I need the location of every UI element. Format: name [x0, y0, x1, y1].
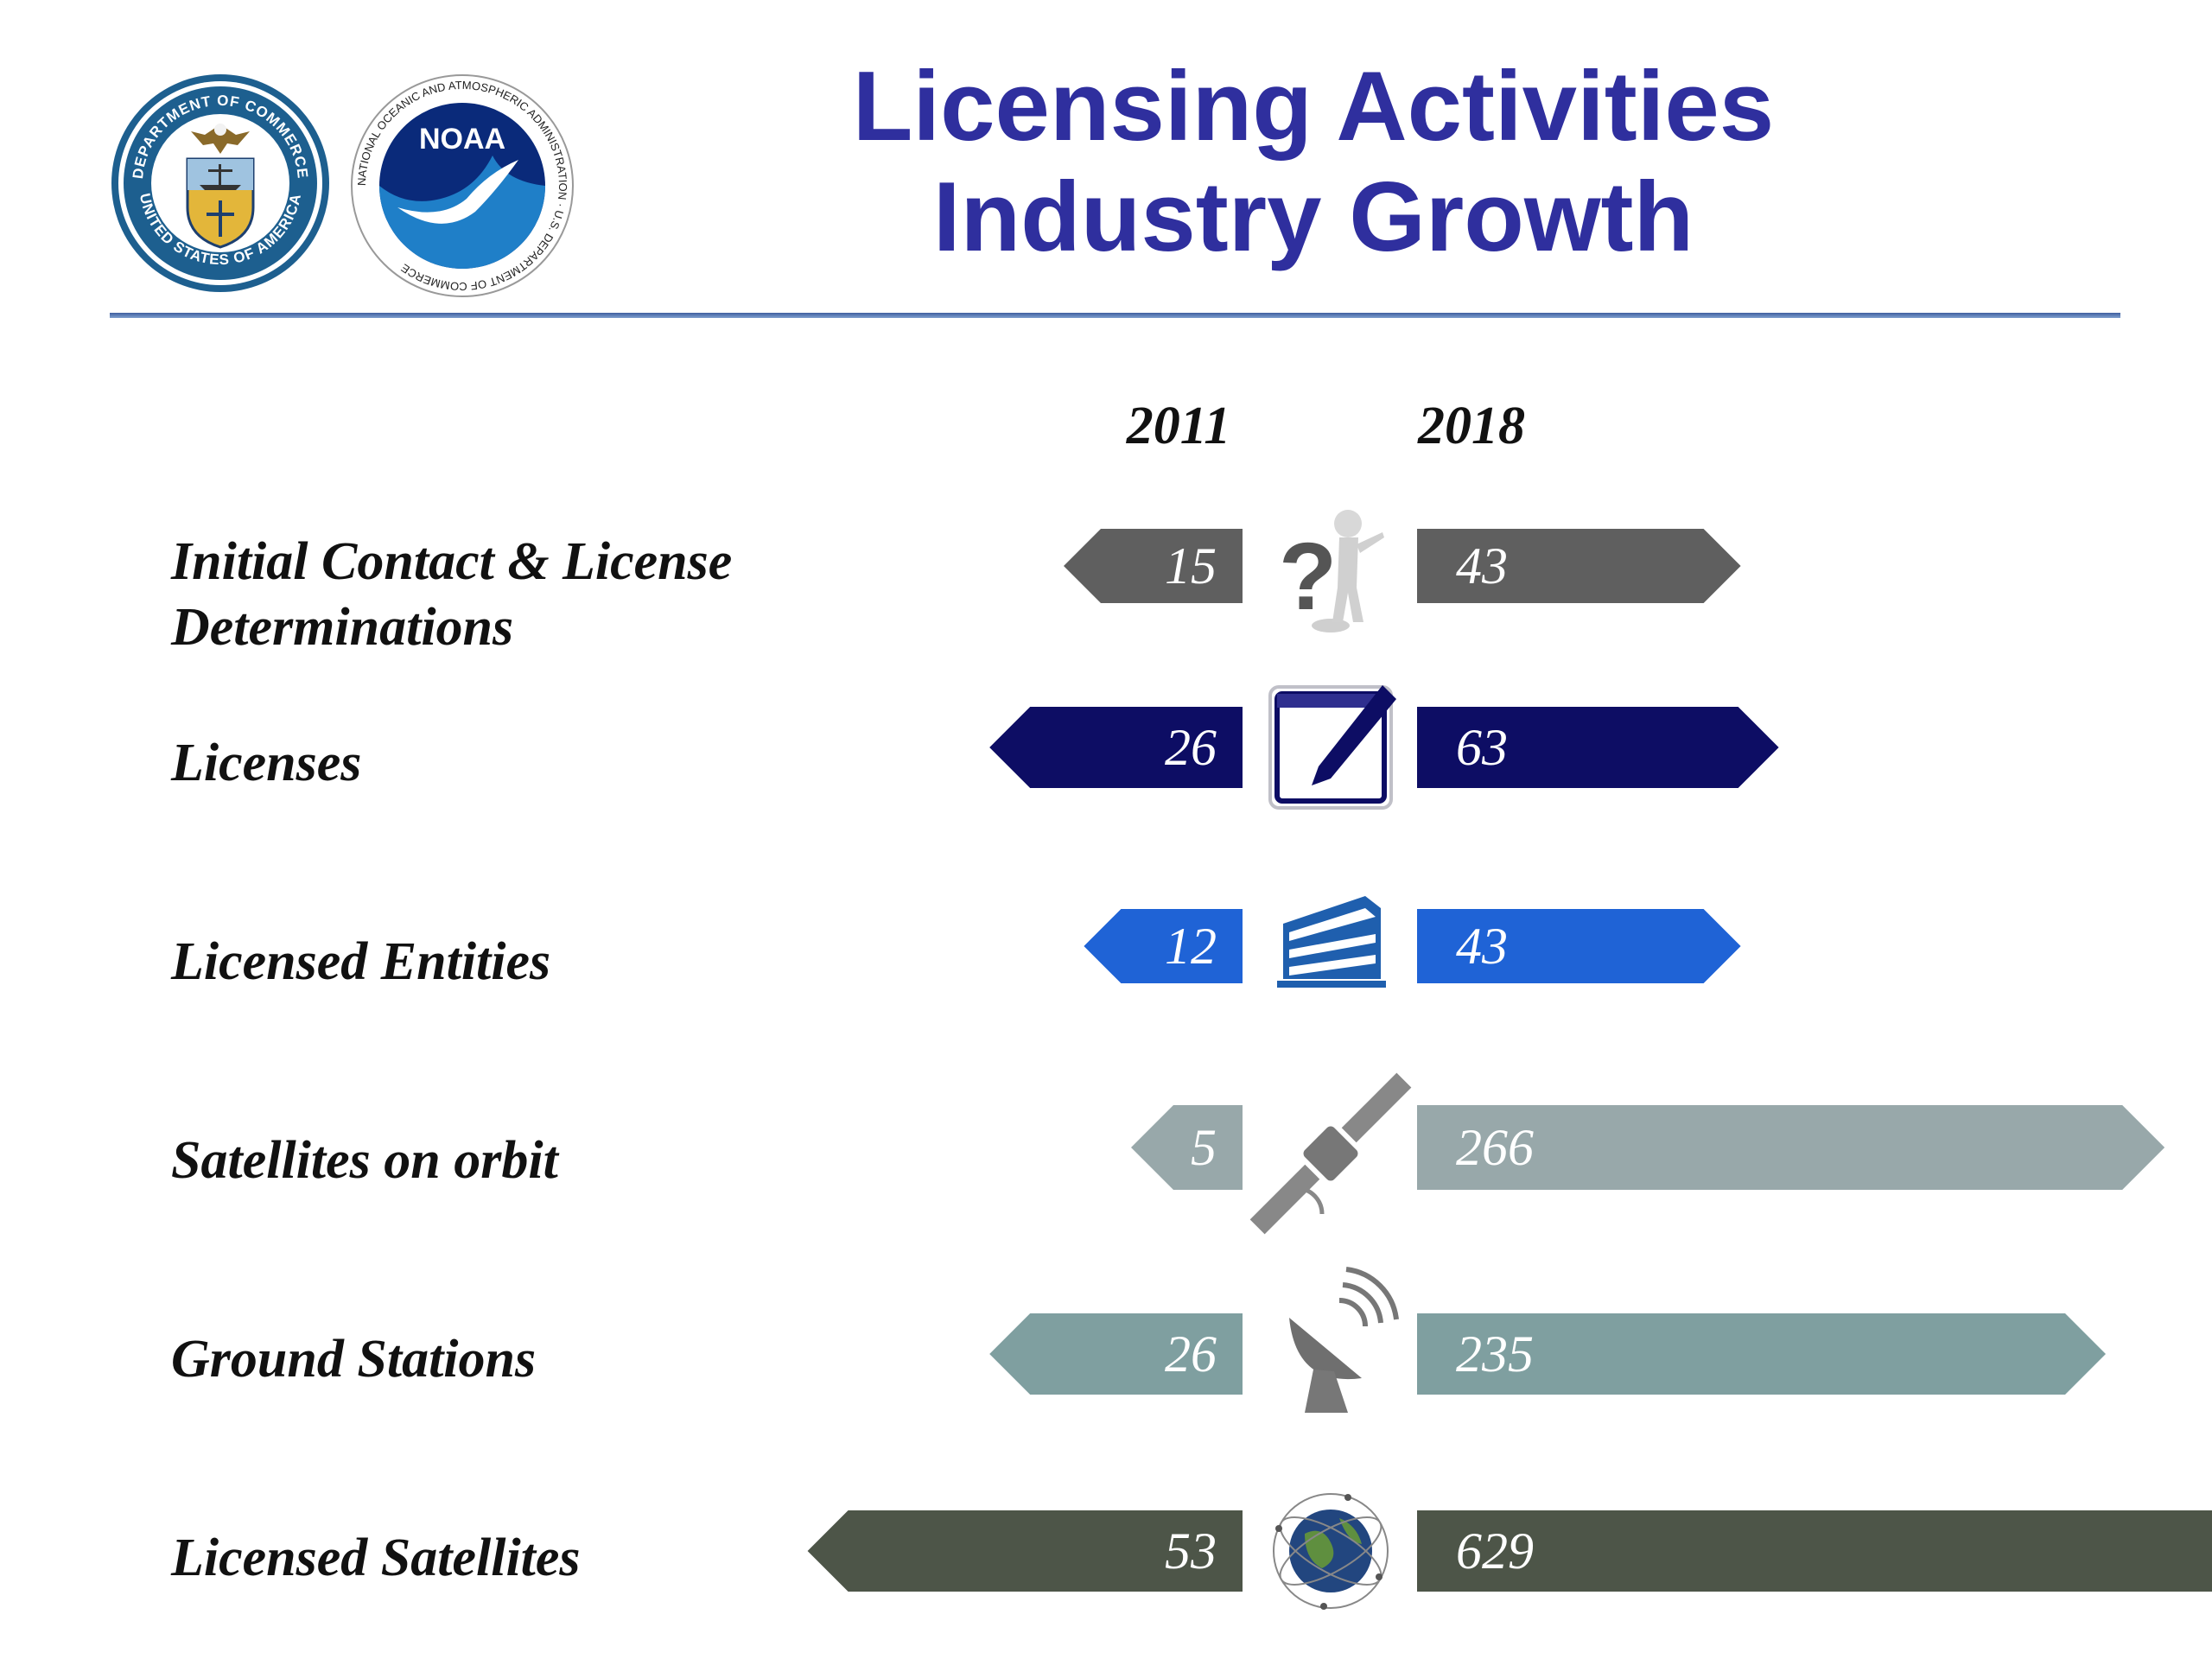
value-2018-4: 235	[1456, 1325, 1534, 1382]
row-label-licensed-entities: Licensed Entities	[171, 932, 551, 991]
bar-2011-2	[1084, 909, 1243, 983]
value-2018-0: 43	[1456, 537, 1508, 594]
commerce-seal-logo: DEPARTMENT OF COMMERCE UNITED STATES OF …	[111, 74, 329, 292]
row-label-licenses: Licenses	[171, 734, 362, 792]
legend-2018: 2018	[1418, 397, 1525, 455]
bar-2011-3	[1131, 1105, 1243, 1190]
row-label-ground-stations: Ground Stations	[171, 1330, 537, 1389]
value-2011-4: 26	[1165, 1325, 1217, 1382]
bar-2011-0	[1064, 529, 1243, 603]
office-building-icon	[1277, 896, 1386, 988]
svg-text:NOAA: NOAA	[419, 123, 505, 156]
legend-2011: 2011	[1126, 397, 1231, 455]
noaa-logo: NATIONAL OCEANIC AND ATMOSPHERIC ADMINIS…	[351, 74, 574, 297]
value-2011-0: 15	[1165, 537, 1217, 594]
satellite-icon	[1249, 1072, 1412, 1235]
bar-2018-1	[1417, 707, 1779, 788]
row-label-initial-contact: Initial Contact & License Determinations	[171, 532, 733, 657]
question-figure-icon: ?	[1279, 510, 1384, 632]
bar-2018-3	[1417, 1105, 2165, 1190]
title-line-2: Industry Growth	[932, 162, 1694, 272]
bar-2018-5	[1417, 1510, 2212, 1592]
globe-satellites-icon	[1273, 1493, 1389, 1610]
svg-text:?: ?	[1279, 524, 1337, 630]
page-title: Licensing Activities Industry Growth	[778, 52, 1849, 273]
value-2018-1: 63	[1456, 719, 1508, 776]
value-2011-2: 12	[1165, 918, 1217, 975]
header-divider	[110, 313, 2120, 318]
row-label-satellites-on-orbit: Satellites on orbit	[171, 1131, 558, 1190]
value-2011-3: 5	[1191, 1119, 1217, 1176]
bar-2018-2	[1417, 909, 1741, 983]
bar-2018-4	[1417, 1313, 2106, 1395]
bar-2011-1	[989, 707, 1243, 788]
value-2011-5: 53	[1165, 1522, 1217, 1580]
value-2018-2: 43	[1456, 918, 1508, 975]
bar-2011-5	[807, 1510, 1243, 1592]
value-2018-5: 629	[1456, 1522, 1534, 1580]
value-2018-3: 266	[1456, 1119, 1534, 1176]
satellite-dish-icon	[1289, 1267, 1399, 1413]
row-label-licensed-satellites: Licensed Satellites	[171, 1529, 581, 1587]
value-2011-1: 26	[1165, 719, 1217, 776]
bar-2018-0	[1417, 529, 1741, 603]
title-line-1: Licensing Activities	[852, 52, 1775, 162]
edit-pencil-icon	[1268, 685, 1396, 810]
bar-2011-4	[989, 1313, 1243, 1395]
